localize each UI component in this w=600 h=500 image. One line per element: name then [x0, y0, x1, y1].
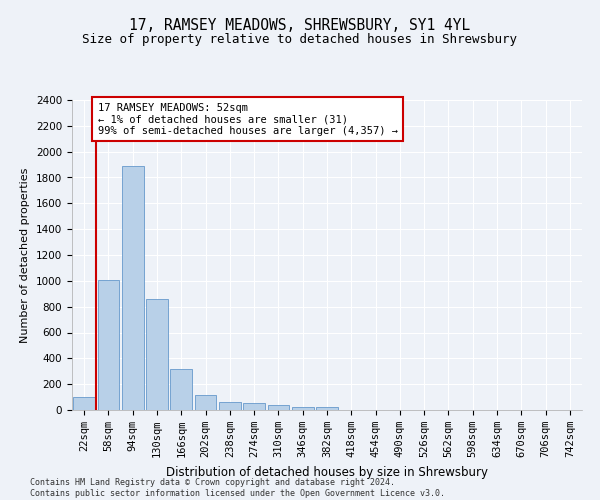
Bar: [194, 394, 217, 410]
Bar: [97, 280, 119, 410]
Text: 17 RAMSEY MEADOWS: 52sqm
← 1% of detached houses are smaller (31)
99% of semi-de: 17 RAMSEY MEADOWS: 52sqm ← 1% of detache…: [97, 102, 398, 136]
Bar: [122, 166, 143, 410]
Bar: [243, 403, 265, 410]
Bar: [316, 408, 338, 410]
Bar: [73, 397, 95, 410]
Bar: [170, 370, 192, 410]
Bar: [219, 402, 241, 410]
Text: Size of property relative to detached houses in Shrewsbury: Size of property relative to detached ho…: [83, 32, 517, 46]
X-axis label: Distribution of detached houses by size in Shrewsbury: Distribution of detached houses by size …: [166, 466, 488, 478]
Text: Contains HM Land Registry data © Crown copyright and database right 2024.
Contai: Contains HM Land Registry data © Crown c…: [30, 478, 445, 498]
Text: 17, RAMSEY MEADOWS, SHREWSBURY, SY1 4YL: 17, RAMSEY MEADOWS, SHREWSBURY, SY1 4YL: [130, 18, 470, 32]
Bar: [268, 405, 289, 410]
Bar: [292, 407, 314, 410]
Bar: [146, 299, 168, 410]
Y-axis label: Number of detached properties: Number of detached properties: [20, 168, 31, 342]
